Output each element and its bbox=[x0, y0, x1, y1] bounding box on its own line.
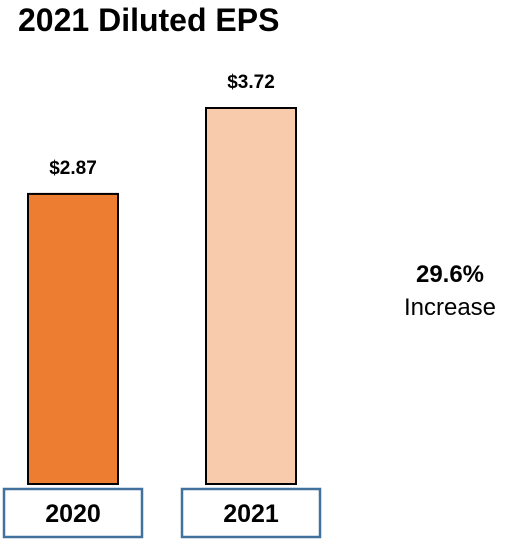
increase-percent: 29.6% bbox=[415, 261, 485, 288]
value-label-2020: $2.87 bbox=[49, 158, 97, 179]
increase-callout: 29.6% Increase bbox=[380, 258, 516, 324]
bar-2021 bbox=[205, 107, 297, 485]
bar-2020 bbox=[27, 192, 119, 485]
category-box-2020 bbox=[2, 487, 144, 539]
value-label-2021: $3.72 bbox=[227, 72, 275, 93]
category-label-2021: 2021 bbox=[223, 500, 279, 528]
category-box-2021 bbox=[180, 487, 322, 539]
increase-label: Increase bbox=[403, 294, 497, 321]
category-label-2020: 2020 bbox=[45, 500, 101, 528]
chart-title: 2021 Diluted EPS bbox=[18, 2, 280, 38]
